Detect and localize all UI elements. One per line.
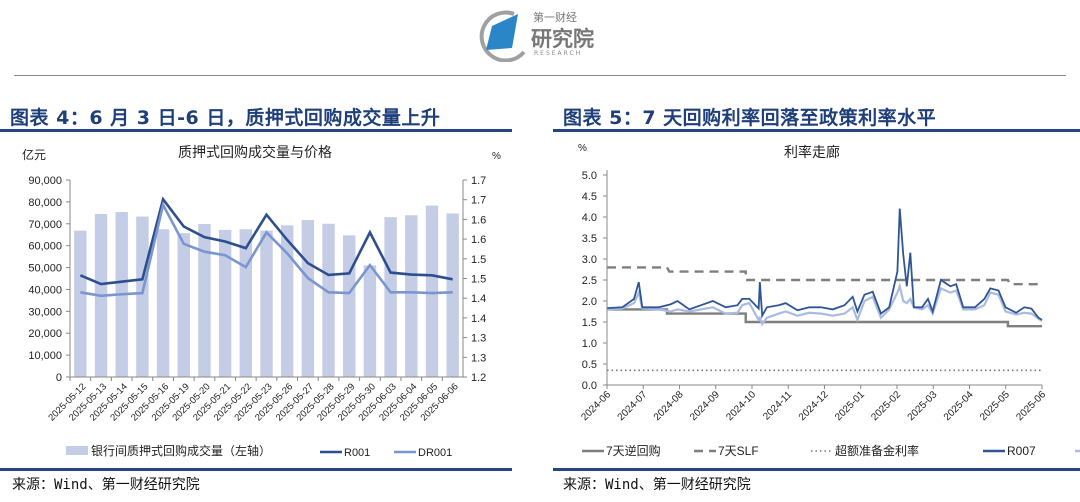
figure-4-footer-rule — [0, 468, 512, 471]
legend-label-1: 7天SLF — [718, 444, 759, 458]
logo: 第一财经 研究院 RESEARCH — [478, 6, 608, 62]
right-tick-label: 1.4 — [471, 293, 486, 305]
right-tick-label: 1.5 — [471, 254, 486, 266]
y-tick-label: 1.5 — [582, 317, 597, 329]
left-tick-label: 10,000 — [28, 350, 62, 362]
x-tick-label: 2024-06 — [579, 389, 613, 423]
series-line-3 — [606, 208, 1043, 321]
y-tick-label: 5.0 — [582, 170, 597, 182]
right-tick-label: 1.3 — [471, 352, 486, 364]
y-tick-label: 4.0 — [582, 212, 597, 224]
volume-bar — [136, 216, 149, 377]
figure-5-source: 来源：Wind、第一财经研究院 — [563, 477, 751, 493]
repo-volume-price-chart: 质押式回购成交量与价格 亿元 % 0 10,000 20,000 30,000 40,000 5… — [22, 144, 501, 459]
left-tick-label: 50,000 — [28, 263, 62, 275]
x-tick-label: 2024-09 — [688, 389, 722, 423]
x-tick-label: 2025-06 — [1014, 389, 1048, 423]
volume-bar — [301, 220, 315, 377]
y-tick-label: 0.5 — [582, 359, 597, 371]
y-tick-label: 3.5 — [582, 233, 597, 245]
logo-sub-text: RESEARCH — [534, 50, 583, 57]
volume-bar — [280, 225, 294, 377]
right-tick-label: 1.7 — [471, 195, 486, 207]
right-tick-label: 1.2 — [471, 372, 486, 384]
right-tick-label: 1.6 — [471, 214, 486, 226]
y-tick-label: 2.0 — [582, 296, 597, 308]
x-tick-label: 2024-12 — [797, 389, 831, 423]
legend-label-volume: 银行间质押式回购成交量（左轴） — [91, 443, 271, 458]
legend-label-dr001: DR001 — [418, 447, 452, 459]
figure-4-title: 图表 4：6 月 3 日-6 日，质押式回购成交量上升 — [10, 107, 441, 129]
series-line-r001 — [79, 196, 453, 286]
right-tick-label: 1.7 — [471, 175, 486, 187]
left-tick-label: 20,000 — [28, 328, 62, 340]
left-tick-label: 90,000 — [28, 175, 62, 187]
volume-bar — [198, 223, 211, 377]
left-tick-label: 60,000 — [28, 241, 62, 253]
volume-bar — [384, 217, 397, 377]
series-line-1 — [607, 266, 1042, 286]
logo-main-text: 研究院 — [531, 27, 594, 51]
volume-bar — [363, 265, 377, 377]
left-tick-label: 0 — [56, 372, 62, 384]
figure-4-source: 来源：Wind、第一财经研究院 — [12, 477, 200, 493]
left-tick-label: 30,000 — [28, 306, 62, 318]
legend-label-2: 超额准备金利率 — [835, 443, 919, 458]
legend-swatch-volume — [66, 446, 88, 455]
volume-bar — [177, 233, 190, 377]
volume-bar — [405, 215, 418, 377]
x-tick-label: 2025-01 — [833, 389, 867, 423]
volume-bar — [425, 205, 439, 377]
right-tick-label: 1.3 — [471, 333, 486, 345]
left-axis-unit: 亿元 — [22, 147, 46, 162]
right-axis-unit: % — [492, 151, 501, 162]
right-tick-label: 1.5 — [471, 274, 486, 286]
header-divider — [14, 75, 1066, 76]
volume-bar — [156, 229, 170, 377]
logo-emblem-icon — [479, 10, 526, 62]
chart-title: 质押式回购成交量与价格 — [178, 144, 332, 160]
y-tick-label: 0.0 — [582, 380, 597, 392]
x-tick-label: 2025-03 — [906, 389, 940, 423]
x-tick-label: 2024-10 — [724, 389, 758, 423]
volume-bar — [260, 230, 273, 377]
figure-5-footer-rule — [553, 468, 1080, 471]
figure-5-title-rule — [553, 129, 1080, 132]
volume-bar — [343, 235, 356, 377]
left-tick-label: 80,000 — [28, 197, 62, 209]
y-tick-label: 3.0 — [582, 254, 597, 266]
right-tick-label: 1.4 — [471, 313, 486, 325]
volume-bar — [322, 223, 335, 377]
chart-title: 利率走廊 — [784, 144, 840, 160]
logo-top-text: 第一财经 — [533, 11, 577, 24]
x-tick-label: 2024-11 — [761, 389, 795, 423]
y-tick-label: 2.5 — [582, 275, 597, 287]
legend-label-r001: R001 — [344, 447, 370, 459]
x-tick-label: 2024-07 — [616, 389, 650, 423]
series-line-4 — [606, 282, 1043, 327]
legend-label-3: R007 — [1007, 444, 1036, 458]
right-tick-label: 1.6 — [471, 234, 486, 246]
left-tick-label: 40,000 — [28, 284, 62, 296]
figure-5-title: 图表 5：7 天回购利率回落至政策利率水平 — [563, 107, 937, 129]
volume-bar — [239, 229, 253, 377]
x-tick-label: 2025-02 — [869, 389, 903, 423]
figure-4-title-rule — [0, 129, 512, 132]
x-tick-label: 2025-04 — [942, 389, 976, 423]
volume-bar — [446, 213, 459, 377]
y-tick-label: 4.5 — [582, 191, 597, 203]
y-axis-unit: % — [578, 143, 587, 154]
left-tick-label: 70,000 — [28, 219, 62, 231]
legend-label-0: 7天逆回购 — [606, 443, 661, 458]
rate-corridor-chart: 利率走廊% 0.0 0.5 1.0 1.5 2.0 2.5 3.0 3.5 4.0 4.5 5.0 20… — [578, 143, 1080, 458]
volume-bar — [74, 230, 87, 377]
y-tick-label: 1.0 — [582, 338, 597, 350]
x-tick-label: 2025-05 — [978, 389, 1012, 423]
x-tick-label: 2024-08 — [652, 389, 686, 423]
series-line-dr001 — [80, 201, 453, 298]
volume-bar — [218, 229, 232, 377]
